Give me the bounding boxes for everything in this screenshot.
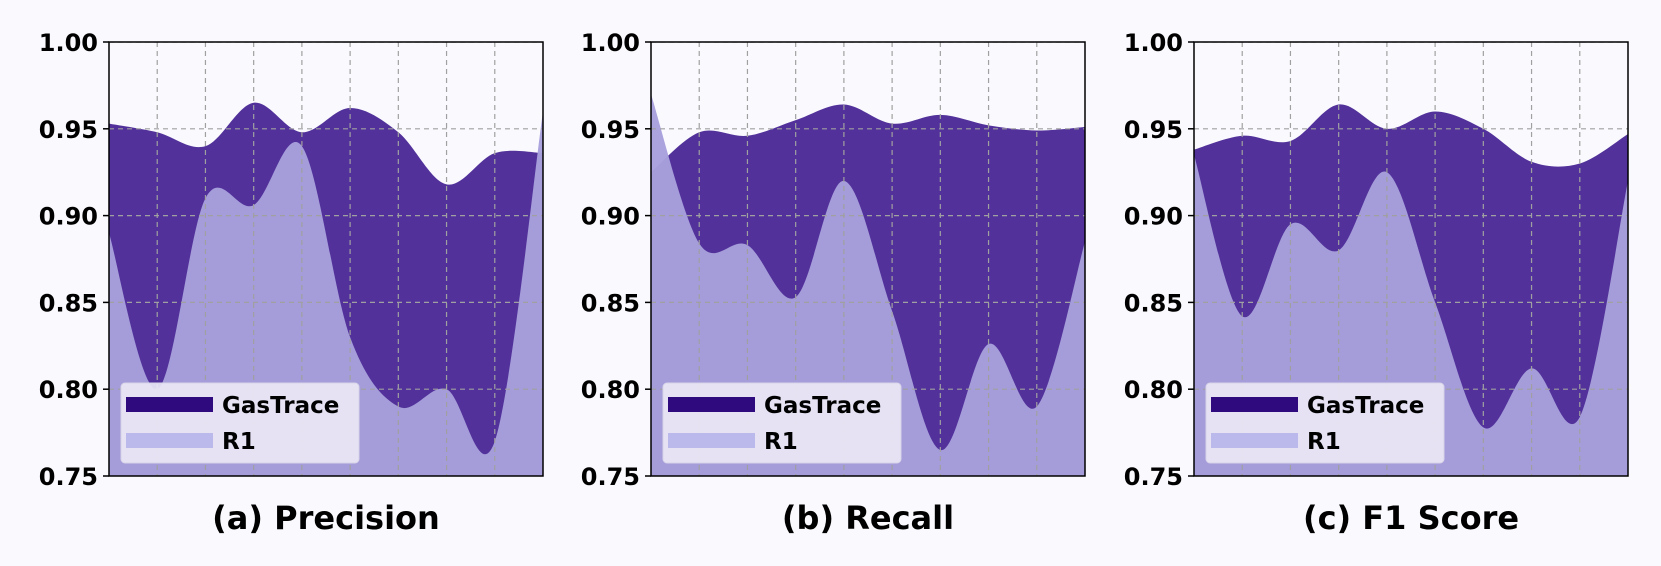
legend-swatch-r1 — [668, 433, 755, 448]
plot-frame — [650, 41, 1086, 477]
y-tick-label: 0.75 — [39, 463, 98, 491]
y-tick-label: 0.90 — [581, 203, 640, 231]
legend-swatch-r1 — [126, 433, 213, 448]
legend-label-gastrace: GasTrace — [222, 393, 339, 419]
chart-panel-2: 0.75 0.80 0.85 0.90 0.95 1.00 GasTrace R1 (b) Re… — [581, 29, 1086, 537]
legend-swatch-gastrace — [1211, 397, 1298, 412]
y-tick-label: 0.95 — [39, 116, 98, 144]
y-tick-label: 0.95 — [1124, 116, 1183, 144]
y-tick-label: 0.95 — [581, 116, 640, 144]
y-tick-label: 0.75 — [581, 463, 640, 491]
y-tick-label: 1.00 — [1124, 29, 1183, 57]
plot-frame — [1193, 41, 1629, 477]
y-tick-label: 0.80 — [581, 376, 640, 404]
plot-frame — [108, 41, 544, 477]
y-tick-label: 0.85 — [39, 289, 98, 317]
y-tick-label: 0.85 — [1124, 289, 1183, 317]
y-tick-label: 0.80 — [39, 376, 98, 404]
chart-panel-3: 0.75 0.80 0.85 0.90 0.95 1.00 GasTrace R1 (c) F1… — [1124, 29, 1629, 537]
y-tick-label: 0.85 — [581, 289, 640, 317]
legend-label-r1: R1 — [1307, 429, 1341, 455]
y-tick-label: 0.80 — [1124, 376, 1183, 404]
panel-title: (a) Precision — [212, 499, 440, 537]
legend-swatch-gastrace — [126, 397, 213, 412]
legend-swatch-r1 — [1211, 433, 1298, 448]
legend-swatch-gastrace — [668, 397, 755, 412]
y-tick-label: 0.75 — [1124, 463, 1183, 491]
panel-title: (c) F1 Score — [1303, 499, 1519, 537]
y-tick-label: 0.90 — [39, 203, 98, 231]
y-tick-label: 0.90 — [1124, 203, 1183, 231]
legend-label-r1: R1 — [222, 429, 256, 455]
legend-label-gastrace: GasTrace — [764, 393, 881, 419]
y-tick-label: 1.00 — [581, 29, 640, 57]
y-tick-label: 1.00 — [39, 29, 98, 57]
legend-label-r1: R1 — [764, 429, 798, 455]
legend-label-gastrace: GasTrace — [1307, 393, 1424, 419]
panel-title: (b) Recall — [782, 499, 954, 537]
chart-panel-1: 0.75 0.80 0.85 0.90 0.95 1.00 GasTrace R1 (a) Pr… — [39, 29, 544, 537]
area-r1 — [651, 94, 1085, 476]
